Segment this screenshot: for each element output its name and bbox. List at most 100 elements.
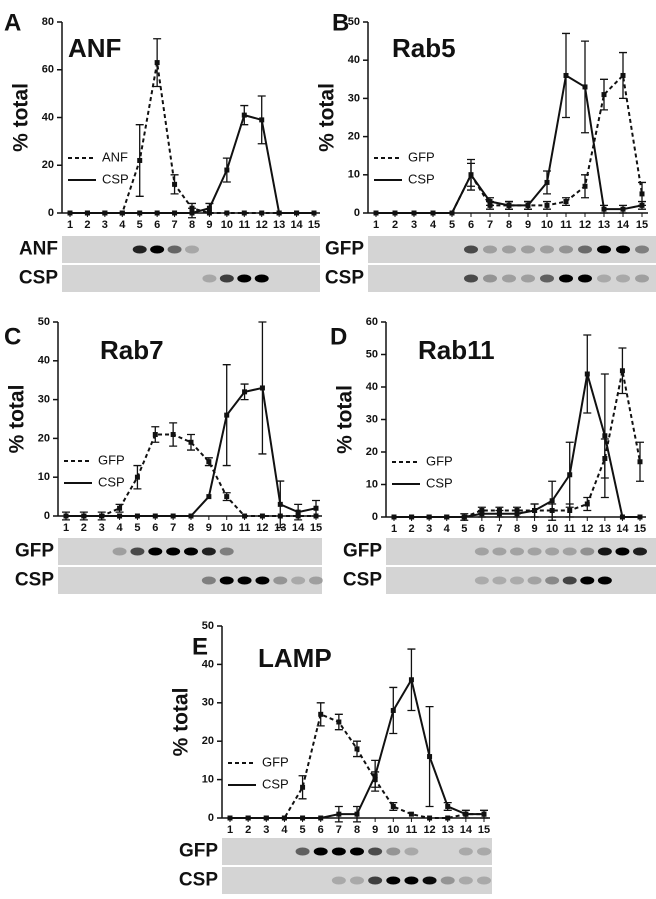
x-tick-label: 1 [63,522,69,534]
x-tick-label: 9 [525,219,531,231]
data-point [318,711,324,717]
x-tick-label: 5 [134,522,140,534]
blot-band [597,274,611,283]
x-tick-label: 2 [409,523,415,535]
data-point [137,157,143,163]
blot-band [148,547,163,556]
blot-strip [62,265,320,292]
data-point [134,474,140,480]
data-point [639,191,645,197]
blot-band [464,245,478,254]
blot-band [540,245,554,254]
x-tick-label: 1 [227,824,233,836]
x-tick-label: 15 [308,219,320,231]
data-point [241,210,247,216]
y-axis-label: % total [170,688,193,757]
panel-letter: E [192,633,208,660]
y-tick-label: 10 [366,478,378,490]
y-tick-label: 10 [38,471,50,483]
data-point [544,202,550,208]
panel-letter: C [4,323,21,350]
x-tick-label: 14 [290,219,303,231]
x-tick-label: 2 [245,824,251,836]
y-axis-label: % total [316,83,339,152]
blot-band [464,274,478,283]
x-tick-label: 6 [154,219,160,231]
data-point [154,60,160,66]
data-point [188,513,194,519]
y-axis-label: % total [10,83,33,152]
blot-band [150,245,165,254]
data-point [637,514,643,520]
series-line [66,433,316,517]
blot-strip [368,265,656,292]
x-tick-label: 10 [387,824,399,836]
data-point [391,514,397,520]
blot-label: CSP [179,870,218,891]
x-tick-label: 11 [406,824,418,836]
data-point [172,210,178,216]
x-tick-label: 1 [67,219,73,231]
data-point [496,511,502,517]
data-point [137,210,143,216]
blot-band [219,576,234,585]
x-tick-label: 5 [449,219,455,231]
series-line [394,373,640,518]
y-tick-label: 80 [42,16,54,28]
data-point [584,371,590,377]
blot-band [184,547,198,556]
blot-band [112,547,127,556]
data-point [427,754,433,760]
blot-band [545,576,560,585]
blot-band [132,245,147,254]
blot-band [616,274,630,283]
legend-label: CSP [98,474,125,489]
data-point [373,210,379,216]
data-point [444,514,450,520]
data-point [525,202,531,208]
series-line [394,370,641,518]
x-tick-label: 6 [318,824,324,836]
blot-band [615,547,630,556]
blot-band [219,547,234,556]
data-point [152,432,158,438]
blot-band [331,847,346,856]
blot-band [502,274,516,283]
blot-band [185,245,199,254]
blot-band [474,576,489,585]
x-tick-label: 8 [188,522,194,534]
data-point [619,514,625,520]
blot-band [295,847,310,856]
blot-label: CSP [15,570,54,591]
x-tick-label: 2 [81,522,87,534]
blot-band [578,245,592,254]
data-point [134,513,140,519]
data-point [514,511,520,517]
data-point [119,210,125,216]
data-point [259,117,265,123]
blot-label: GFP [179,841,218,862]
y-tick-label: 10 [202,774,214,786]
x-tick-label: 8 [354,824,360,836]
blot-band [474,547,489,556]
data-point [461,514,467,520]
data-point [392,210,398,216]
x-tick-label: 9 [372,824,378,836]
data-point [487,199,493,205]
y-tick-label: 50 [38,316,50,328]
y-tick-label: 40 [202,658,214,670]
data-point [390,803,396,809]
x-tick-label: 2 [392,219,398,231]
legend-label: CSP [262,776,289,791]
data-point [619,368,625,374]
y-tick-label: 30 [348,92,360,104]
x-tick-label: 7 [336,824,342,836]
data-point [311,210,317,216]
x-tick-label: 12 [581,523,593,535]
x-tick-label: 4 [281,824,288,836]
x-tick-label: 5 [137,219,143,231]
x-tick-label: 7 [170,522,176,534]
data-point [277,501,283,507]
data-point [426,514,432,520]
data-point [242,389,248,395]
